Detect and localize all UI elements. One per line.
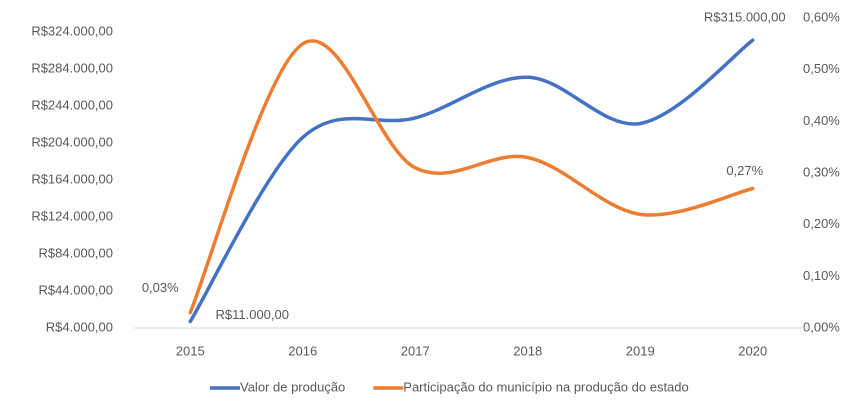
data-label: 0,03% — [142, 280, 179, 295]
data-label: 0,27% — [726, 163, 763, 178]
y2-tick-label: 0,20% — [803, 216, 840, 231]
legend-label: Participação do município na produção do… — [403, 379, 688, 394]
data-label: R$11.000,00 — [216, 307, 290, 322]
y2-tick-label: 0,30% — [803, 164, 840, 179]
x-tick-label: 2016 — [288, 343, 317, 358]
x-tick-label: 2018 — [513, 343, 542, 358]
x-tick-label: 2015 — [176, 343, 205, 358]
legend-label: Valor de produção — [240, 379, 345, 394]
y-tick-label: R$244.000,00 — [31, 97, 113, 112]
y2-tick-label: 0,10% — [803, 268, 840, 283]
y2-tick-label: 0,50% — [803, 61, 840, 76]
y-tick-label: R$284.000,00 — [31, 60, 113, 75]
y-tick-label: R$4.000,00 — [46, 319, 113, 334]
x-tick-label: 2019 — [626, 343, 655, 358]
x-tick-label: 2020 — [738, 343, 767, 358]
y-tick-label: R$44.000,00 — [39, 282, 113, 297]
data-label: R$315.000,00 — [704, 10, 786, 25]
y-tick-label: R$324.000,00 — [31, 23, 113, 38]
y-tick-label: R$124.000,00 — [31, 208, 113, 223]
x-tick-label: 2017 — [401, 343, 430, 358]
line-series — [188, 38, 755, 324]
y2-tick-label: 0,00% — [803, 319, 840, 334]
y-tick-label: R$164.000,00 — [31, 171, 113, 186]
y2-tick-label: 0,40% — [803, 113, 840, 128]
line-series — [188, 39, 755, 315]
y-tick-label: R$204.000,00 — [31, 134, 113, 149]
y-tick-label: R$84.000,00 — [39, 245, 113, 260]
y2-tick-label: 0,60% — [803, 9, 840, 24]
